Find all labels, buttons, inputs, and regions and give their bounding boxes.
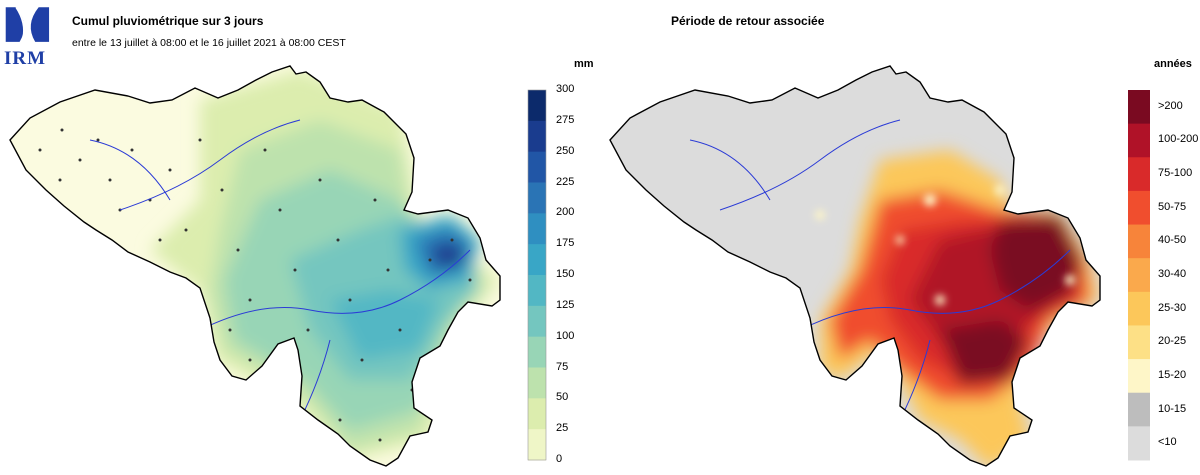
return-legend-label: 15-20 [1158,368,1187,381]
return-legend-band [1128,190,1150,226]
return-legend-band [1128,123,1150,158]
return-legend-label: <10 [1158,436,1177,449]
rainfall-legend-band [528,213,546,245]
return-legend-band [1128,157,1150,192]
rainfall-legend-tick: 150 [556,268,575,280]
rainfall-legend-tick: 200 [556,206,575,219]
irm-logo [5,6,50,42]
return-legend-label: 10-15 [1158,402,1187,415]
return-legend-band [1128,426,1150,461]
return-hotspots [815,185,1075,305]
logo-shape-right [30,7,50,42]
return-legend-label: 25-30 [1158,301,1187,314]
rainfall-legend-tick: 0 [556,453,563,465]
rainfall-legend-band [528,305,546,338]
return-period-legend [1128,90,1150,461]
return-legend-band [1128,325,1150,360]
rainfall-legend-band [528,151,546,183]
return-legend-band [1128,258,1150,293]
return-legend-label: 75-100 [1158,167,1193,180]
rainfall-legend-frame [527,89,547,461]
rainfall-legend-tick: 75 [556,360,569,373]
rainfall-legend [527,89,547,461]
return-legend-band [1128,90,1150,125]
rainfall-legend-band [528,275,546,307]
return-legend-band [1128,224,1150,259]
return-legend-label: 20-25 [1158,335,1187,348]
return-legend-label: 40-50 [1158,234,1187,247]
rainfall-legend-tick: 125 [556,298,575,311]
rainfall-legend-band [528,90,546,122]
return-legend-label: 30-40 [1158,268,1187,280]
rainfall-legend-tick: 175 [556,237,575,250]
return-legend-band [1128,291,1150,326]
rainfall-legend-tick: 250 [556,144,575,157]
rainfall-legend-band [528,398,546,430]
return-legend-label: >200 [1158,99,1183,112]
rainfall-legend-tick: 50 [556,391,569,404]
logo-shape-left [5,7,25,42]
logo-text: IRM [4,48,47,69]
right-map-title: Période de retour associée [671,14,825,28]
rainfall-legend-band [528,244,546,276]
return-legend-label: 50-75 [1158,200,1187,213]
rainfall-legend-band [528,429,546,461]
rainfall-map [10,66,500,466]
return-legend-band [1128,392,1150,427]
rainfall-legend-band [528,120,546,153]
return-legend-unit: années [1154,58,1192,70]
return-legend-label: 100-200 [1158,133,1199,146]
rainfall-legend-tick: 225 [556,175,575,188]
rainfall-legend-tick: 300 [556,83,575,95]
rainfall-legend-band [528,182,546,214]
left-map-subtitle: entre le 13 juillet à 08:00 et le 16 jui… [72,37,346,49]
rainfall-legend-tick: 100 [556,329,575,342]
rainfall-legend-tick: 275 [556,113,575,126]
return-period-map [610,66,1100,466]
left-map-title: Cumul pluviométrique sur 3 jours [72,14,264,28]
return-legend-band [1128,359,1150,394]
rainfall-legend-tick: 25 [556,422,569,435]
rainfall-legend-band [528,367,546,399]
rainfall-zones [150,70,500,460]
rainfall-legend-unit: mm [574,58,594,70]
rainfall-legend-band [528,336,546,368]
